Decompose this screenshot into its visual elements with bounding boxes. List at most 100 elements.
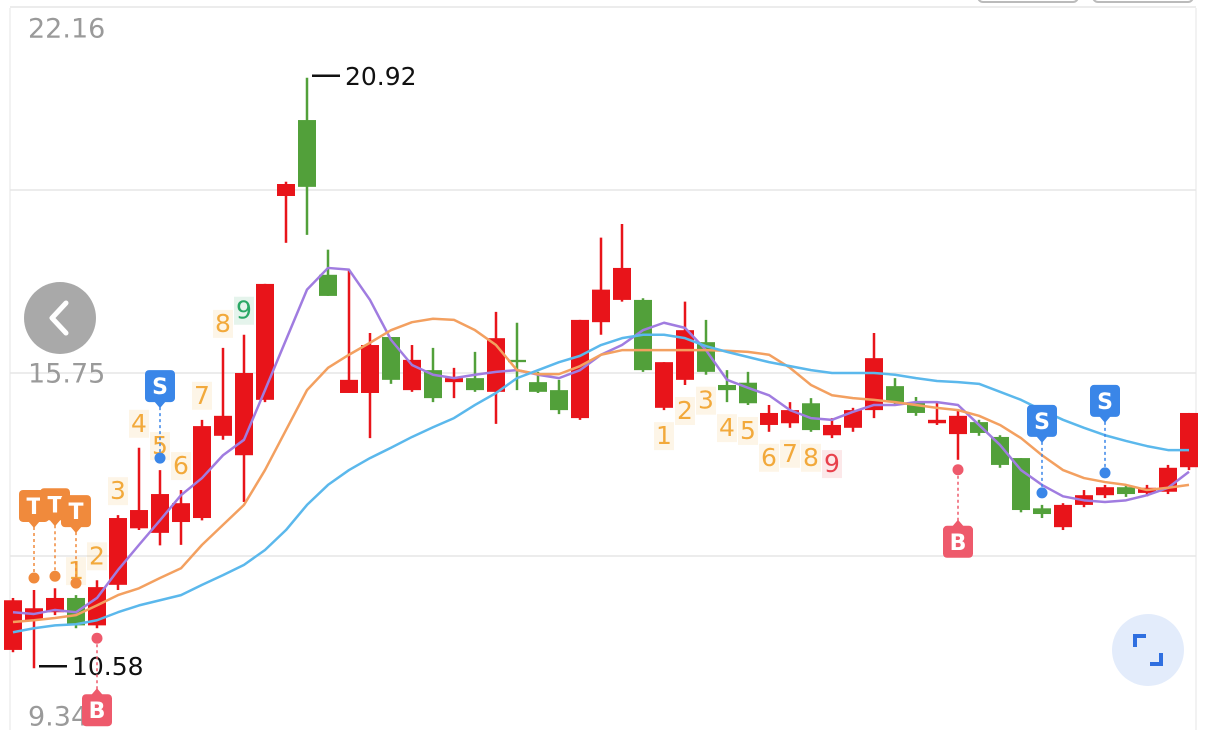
count-bg <box>213 309 233 338</box>
candle-body <box>172 503 190 523</box>
fullscreen-button[interactable] <box>1112 614 1184 686</box>
candle-body <box>550 390 568 411</box>
signal-dot <box>91 632 103 644</box>
candle-body <box>214 415 232 436</box>
candle-body <box>151 494 169 533</box>
signal-label: B <box>950 531 967 556</box>
signal-pointer <box>49 519 61 527</box>
candle-body <box>991 436 1009 465</box>
count-bg <box>759 443 779 472</box>
top-button[interactable] <box>1092 0 1194 3</box>
candle-body <box>865 358 883 411</box>
signal-badge <box>1027 404 1057 437</box>
candle-body <box>382 337 400 380</box>
signal-badge <box>145 370 175 403</box>
count-label: 2 <box>89 541 105 570</box>
count-bg <box>108 477 128 506</box>
candle-body <box>1033 508 1051 515</box>
fullscreen-icon <box>1133 634 1163 666</box>
candle-body <box>907 402 925 413</box>
candle-body <box>781 410 799 424</box>
count-label: 4 <box>131 409 147 438</box>
annotation-label: 10.58 <box>72 652 144 681</box>
y-tick-label: 15.75 <box>28 359 105 390</box>
candle-body <box>130 510 148 529</box>
count-bg <box>675 396 695 425</box>
candle-body <box>823 424 841 436</box>
signal-label: T <box>26 495 41 520</box>
signal-dot <box>952 464 964 476</box>
top-button[interactable] <box>977 0 1079 3</box>
signal-dot <box>70 577 82 589</box>
signal-pointer <box>70 526 82 534</box>
candle-body <box>466 378 484 391</box>
candle-body <box>802 403 820 431</box>
candle-body <box>46 597 64 613</box>
count-bg <box>192 381 212 410</box>
candle-body <box>613 267 631 300</box>
count-bg <box>129 409 149 438</box>
count-bg <box>801 443 821 472</box>
signal-label: T <box>47 493 62 518</box>
back-button[interactable] <box>24 282 96 354</box>
signal-pointer <box>952 519 964 527</box>
count-label: 1 <box>656 421 672 450</box>
candle-body <box>718 384 736 391</box>
count-label: 8 <box>215 309 231 338</box>
signal-badge <box>82 694 112 727</box>
fullscreen-circle[interactable] <box>1112 614 1184 686</box>
signal-dot <box>49 570 61 582</box>
count-label: 6 <box>761 443 777 472</box>
candle-body <box>1012 458 1030 511</box>
candle-body <box>1180 412 1198 468</box>
count-label: 9 <box>236 296 252 325</box>
y-tick-label: 22.16 <box>28 14 105 45</box>
candle-body <box>928 419 946 424</box>
count-bg <box>87 542 107 571</box>
count-bg <box>822 450 842 479</box>
signal-pointer <box>1036 435 1048 443</box>
signal-badge <box>943 525 973 558</box>
count-label: 9 <box>824 449 840 478</box>
count-bg <box>171 452 191 481</box>
signal-badge <box>1090 384 1120 417</box>
signal-label: S <box>1097 390 1113 415</box>
candle-body <box>970 422 988 433</box>
count-label: 4 <box>719 413 735 442</box>
count-bg <box>717 414 737 443</box>
signal-pointer <box>154 401 166 409</box>
signal-pointer <box>1099 415 1111 423</box>
signal-label: S <box>1034 410 1050 435</box>
count-label: 5 <box>740 416 756 445</box>
candle-body <box>235 373 253 456</box>
count-label: 3 <box>110 476 126 505</box>
signal-label: S <box>152 375 168 400</box>
count-label: 7 <box>782 439 798 468</box>
ma-line <box>12 317 1190 624</box>
annotation-label: 20.92 <box>345 62 417 91</box>
signal-dot <box>154 452 166 464</box>
candle-body <box>760 412 778 425</box>
candle-body <box>277 184 295 196</box>
signal-label: B <box>89 699 106 724</box>
count-label: 7 <box>194 381 210 410</box>
count-label: 6 <box>173 451 189 480</box>
count-bg <box>780 439 800 468</box>
candle-body <box>319 274 337 296</box>
candle-body <box>193 426 211 519</box>
back-circle[interactable] <box>24 282 96 354</box>
candle-body <box>4 600 22 650</box>
candle-body <box>592 289 610 323</box>
count-bg <box>696 386 716 415</box>
ma-line <box>12 333 1189 634</box>
candle-body <box>424 370 442 399</box>
candle-body <box>1117 487 1135 495</box>
count-bg <box>738 416 758 445</box>
candle-body <box>1096 487 1114 496</box>
signal-pointer <box>91 688 103 696</box>
candle-body <box>445 378 463 383</box>
count-bg <box>234 296 254 325</box>
